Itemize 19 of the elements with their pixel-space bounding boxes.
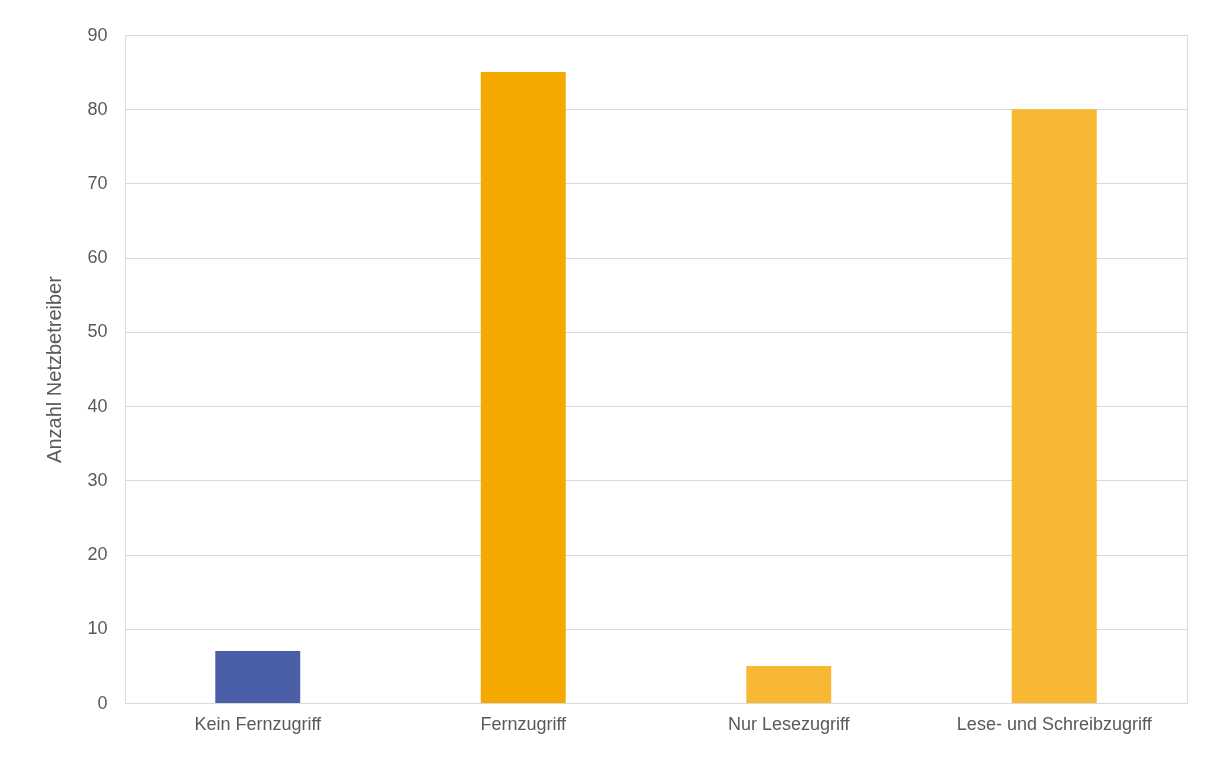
y-tick-label: 0 (97, 692, 108, 713)
y-tick-label: 60 (87, 247, 108, 268)
y-tick-label: 40 (87, 395, 108, 416)
bar (746, 665, 832, 703)
y-tick-label: 90 (87, 24, 108, 45)
y-tick-label: 70 (87, 172, 108, 193)
x-tick-label: Fernzugriff (480, 713, 568, 734)
bar (215, 651, 301, 703)
bar (1011, 109, 1097, 703)
y-axis-title: Anzahl Netzbetreiber (43, 275, 66, 463)
x-tick-label: Lese- und Schreibzugriff (956, 713, 1153, 734)
x-tick-label: Kein Fernzugriff (194, 713, 323, 734)
y-tick-label: 10 (87, 618, 108, 639)
y-tick-label: 50 (87, 321, 108, 342)
y-tick-label: 20 (87, 544, 108, 565)
x-tick-label: Nur Lesezugriff (727, 713, 851, 734)
y-tick-label: 30 (87, 469, 108, 490)
bar (480, 72, 566, 703)
y-tick-label: 80 (87, 98, 108, 119)
